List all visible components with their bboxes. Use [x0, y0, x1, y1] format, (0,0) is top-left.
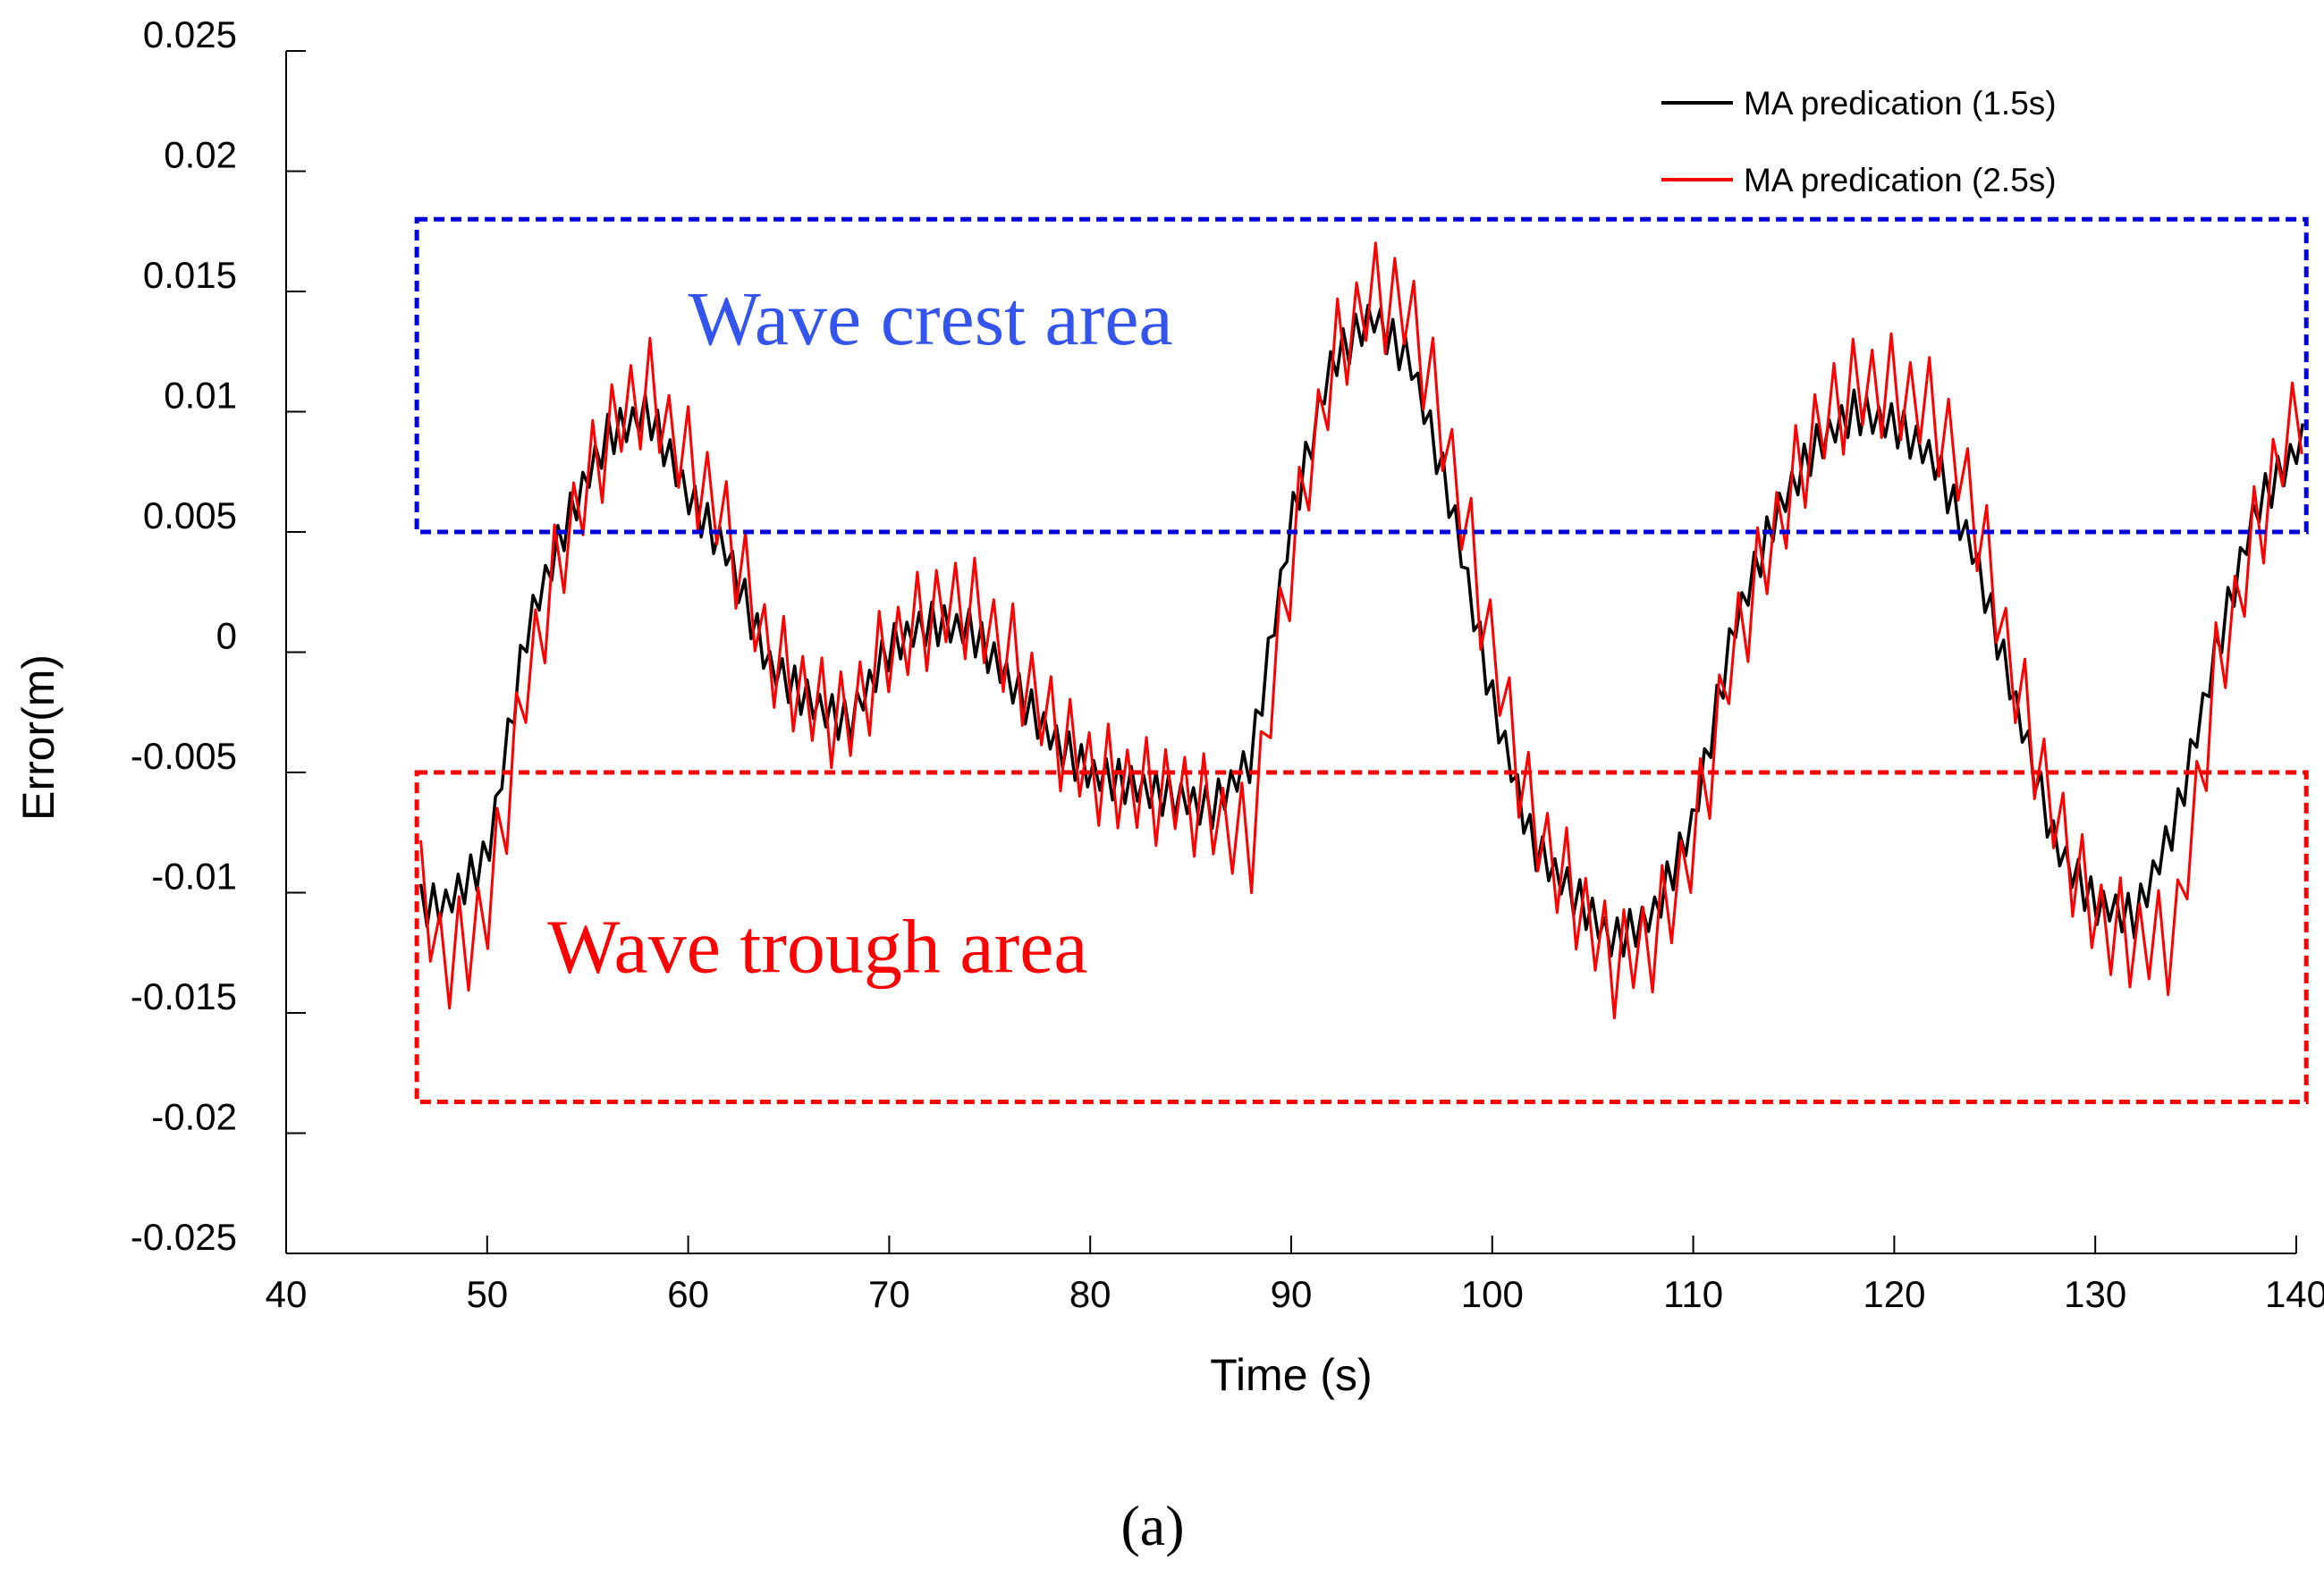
series-line-ma-1-5s [418, 303, 2304, 958]
y-tick-label: -0.02 [151, 1096, 237, 1138]
legend-label: MA predication (1.5s) [1744, 85, 2057, 122]
y-tick-label: -0.01 [151, 856, 237, 898]
x-tick-label: 50 [466, 1273, 508, 1315]
y-tick-label: -0.005 [131, 735, 237, 777]
y-axis-title: Error(m) [13, 654, 63, 821]
series-layer [418, 241, 2304, 1020]
x-tick-label: 140 [2265, 1273, 2324, 1315]
x-tick-label: 120 [1863, 1273, 1925, 1315]
y-tick-label: 0.01 [164, 375, 237, 417]
x-tick-label: 80 [1069, 1273, 1111, 1315]
x-tick-label: 90 [1271, 1273, 1313, 1315]
y-tick-label: 0.015 [143, 254, 237, 296]
x-tick-label: 70 [868, 1273, 910, 1315]
legend-label: MA predication (2.5s) [1744, 162, 2057, 198]
y-tick-label: 0.005 [143, 494, 237, 536]
axes [285, 51, 2296, 1254]
x-tick-label: 100 [1461, 1273, 1524, 1315]
x-tick-label: 130 [2064, 1273, 2126, 1315]
legend: MA predication (1.5s) MA predication (2.5… [1661, 85, 2057, 198]
figure-caption: (a) [1120, 1494, 1184, 1557]
y-tick-label: 0 [216, 615, 237, 657]
annotation-layer: Wave crest area Wave trough area [414, 216, 2309, 1105]
y-tick-label: -0.025 [131, 1216, 237, 1258]
x-axis-title: Time (s) [1210, 1350, 1372, 1400]
wave-trough-label: Wave trough area [547, 903, 1087, 989]
ticks: 40 50 60 70 80 90 100 110 120 130 140 0.025 0.02 0.01… [131, 13, 2324, 1315]
series-line-ma-2-5s [419, 241, 2303, 1020]
wave-crest-box [414, 216, 2309, 535]
wave-crest-label: Wave crest area [689, 275, 1173, 361]
y-tick-label: 0.02 [164, 134, 237, 176]
wave-trough-box [414, 770, 2309, 1105]
y-tick-label: -0.015 [131, 975, 237, 1017]
x-tick-label: 110 [1663, 1273, 1723, 1315]
x-tick-label: 60 [667, 1273, 709, 1315]
y-tick-label: 0.025 [143, 13, 237, 55]
x-tick-label: 40 [266, 1273, 308, 1315]
